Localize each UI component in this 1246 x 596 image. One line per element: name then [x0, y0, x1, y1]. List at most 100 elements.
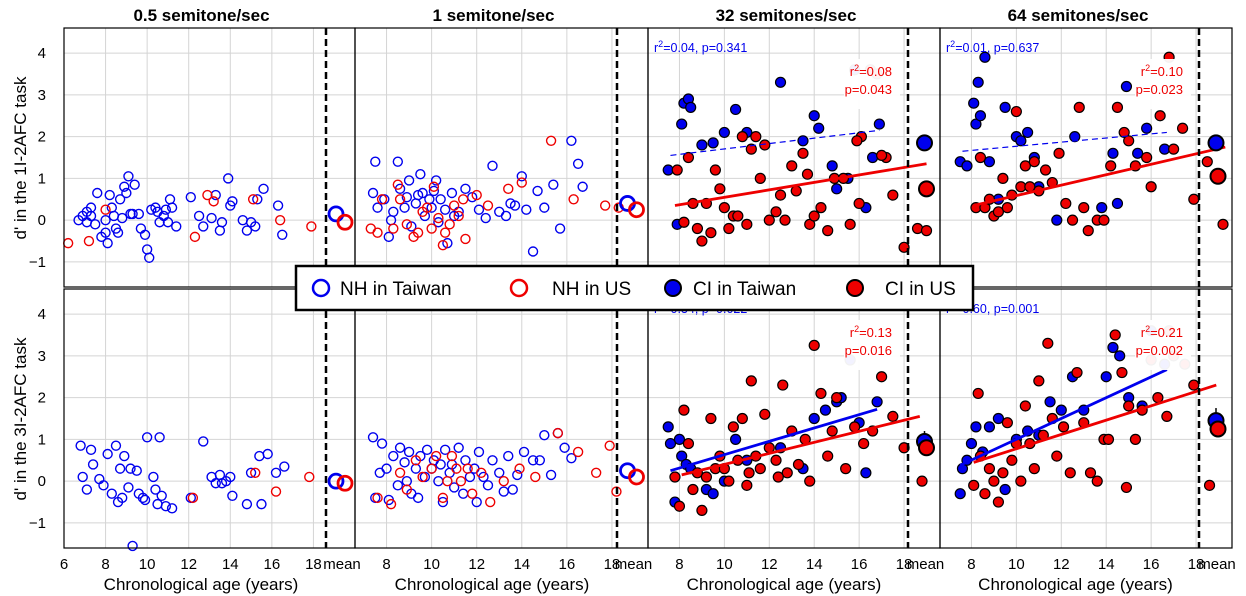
data-point-taiwan: [867, 151, 879, 164]
data-point-us: [482, 200, 494, 211]
x-tick-label: 8: [382, 556, 390, 573]
data-point-taiwan: [376, 438, 388, 449]
column-title: 1 semitone/sec: [433, 6, 555, 25]
data-point-taiwan: [75, 440, 86, 451]
data-point-us: [714, 183, 726, 195]
data-point-us: [705, 227, 717, 239]
data-point-taiwan: [156, 490, 167, 501]
data-point-us: [792, 458, 805, 471]
data-point-taiwan: [831, 183, 843, 195]
data-point-us: [1129, 433, 1142, 445]
data-point-taiwan: [252, 194, 263, 205]
data-point-us: [743, 467, 755, 479]
data-point-taiwan: [512, 469, 523, 481]
data-point-us: [467, 488, 478, 499]
data-point-taiwan: [498, 486, 509, 497]
data-point-taiwan: [374, 467, 385, 479]
data-point-us: [1141, 151, 1153, 164]
data-point-us: [1001, 202, 1013, 214]
data-point-taiwan: [410, 198, 422, 209]
marks-layer: [62, 51, 1229, 552]
data-point-taiwan: [826, 160, 838, 172]
column-title: 64 semitones/sec: [1008, 6, 1149, 25]
data-point-taiwan: [860, 467, 872, 479]
data-point-us: [1098, 214, 1110, 226]
legend-marker-ci-us: [846, 279, 864, 297]
data-point-taiwan: [415, 169, 426, 180]
fit-line-us: [674, 162, 927, 207]
data-point-us: [705, 412, 717, 425]
data-point-taiwan: [87, 459, 99, 470]
data-point-us: [759, 139, 771, 151]
data-point-us: [840, 463, 852, 475]
panel-frame: [939, 288, 1233, 549]
data-point-taiwan: [1111, 197, 1124, 210]
data-point-us: [804, 218, 816, 230]
data-point-taiwan: [198, 436, 209, 447]
data-point-taiwan: [81, 484, 93, 495]
data-point-us: [858, 437, 870, 450]
data-point-taiwan: [503, 450, 514, 462]
legend-label-ci-taiwan: CI in Taiwan: [693, 279, 796, 300]
data-point-taiwan: [566, 135, 577, 146]
data-point-taiwan: [166, 503, 178, 514]
data-point-us: [100, 204, 111, 215]
data-point-taiwan: [98, 480, 109, 491]
x-axis-label: Chronological age (years): [395, 575, 590, 594]
data-point-us: [822, 450, 834, 462]
data-point-us: [187, 492, 199, 504]
y-tick-label: 2: [38, 390, 46, 407]
data-point-us: [437, 240, 449, 251]
data-point-us: [700, 471, 713, 483]
data-point-taiwan: [399, 202, 410, 213]
data-point-us: [992, 206, 1005, 218]
data-point-taiwan: [185, 492, 196, 504]
data-point-taiwan: [100, 227, 111, 238]
data-point-taiwan: [979, 51, 991, 63]
data-point-taiwan: [974, 110, 987, 122]
fit-line-us: [681, 415, 921, 477]
data-point-taiwan: [494, 206, 505, 218]
data-point-taiwan: [999, 101, 1011, 113]
data-point-us: [498, 475, 509, 487]
data-point-taiwan: [392, 480, 404, 491]
data-point-us: [898, 241, 910, 253]
data-point-taiwan: [559, 442, 570, 453]
data-point-taiwan: [279, 461, 290, 472]
data-point-us: [376, 194, 388, 205]
data-point-us: [723, 222, 735, 235]
data-point-taiwan: [873, 118, 885, 130]
data-point-taiwan: [1132, 147, 1144, 159]
data-point-us: [1105, 160, 1117, 172]
data-point-taiwan: [102, 448, 113, 460]
data-point-taiwan: [970, 421, 982, 433]
data-point-taiwan: [131, 465, 142, 476]
data-point-us: [682, 437, 695, 450]
data-point-us: [1201, 156, 1213, 168]
x-tick-label: 18: [1188, 556, 1205, 573]
stat-box-us: [1135, 320, 1191, 370]
x-tick-label: 12: [761, 556, 778, 573]
data-point-us: [385, 498, 397, 510]
data-point-us: [727, 421, 739, 433]
data-point-taiwan: [444, 467, 455, 479]
data-point-us: [442, 475, 453, 487]
stat-p-us: p=0.023: [1136, 82, 1183, 97]
data-point-us: [1060, 197, 1072, 210]
data-point-us: [448, 200, 460, 211]
data-point-taiwan: [473, 446, 485, 458]
data-point-us: [790, 185, 802, 197]
data-point-us: [772, 471, 784, 483]
data-point-taiwan: [77, 471, 88, 483]
data-point-us: [997, 467, 1009, 479]
data-point-taiwan: [166, 202, 178, 213]
x-tick-label: 18: [896, 556, 913, 573]
data-point-taiwan: [388, 450, 399, 462]
data-point-us: [887, 189, 899, 201]
data-point-us: [572, 446, 584, 458]
data-point-taiwan: [214, 225, 226, 236]
text-layer: 0.5 semitone/sec 1 semitone/sec 32 semiton…: [11, 6, 1236, 594]
data-point-us: [372, 492, 383, 504]
data-point-us: [831, 392, 843, 404]
data-point-taiwan: [424, 194, 435, 205]
